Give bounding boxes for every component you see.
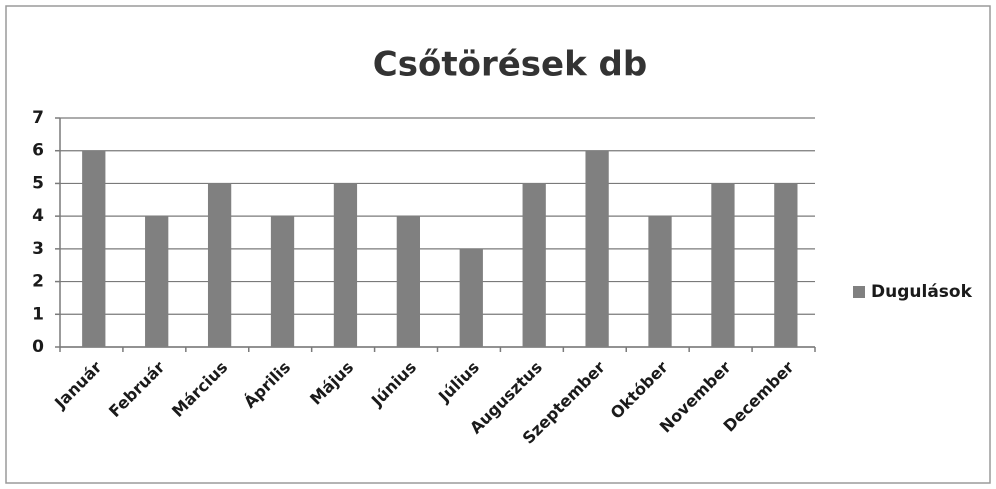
y-tick-label: 1 [32, 304, 44, 324]
chart-title: Csőtörések db [373, 45, 647, 85]
bar [522, 183, 546, 347]
legend-label: Dugulások [871, 282, 973, 302]
chart-border [5, 5, 991, 484]
bar [270, 216, 295, 347]
y-tick-label: 2 [32, 272, 44, 292]
bar [648, 216, 672, 347]
y-tick-label: 7 [32, 108, 44, 128]
bar [711, 183, 735, 347]
bar [585, 150, 609, 347]
legend-swatch [853, 286, 865, 298]
bar [333, 183, 358, 347]
bar [396, 216, 420, 347]
bar [82, 150, 106, 347]
y-tick-label: 4 [32, 206, 44, 226]
bar [774, 183, 798, 347]
bar [459, 248, 483, 347]
y-tick-label: 0 [32, 337, 44, 357]
bar [207, 183, 232, 347]
y-tick-label: 5 [32, 173, 44, 193]
y-tick-label: 3 [32, 239, 44, 259]
bar [145, 216, 169, 347]
y-tick-label: 6 [32, 141, 44, 161]
